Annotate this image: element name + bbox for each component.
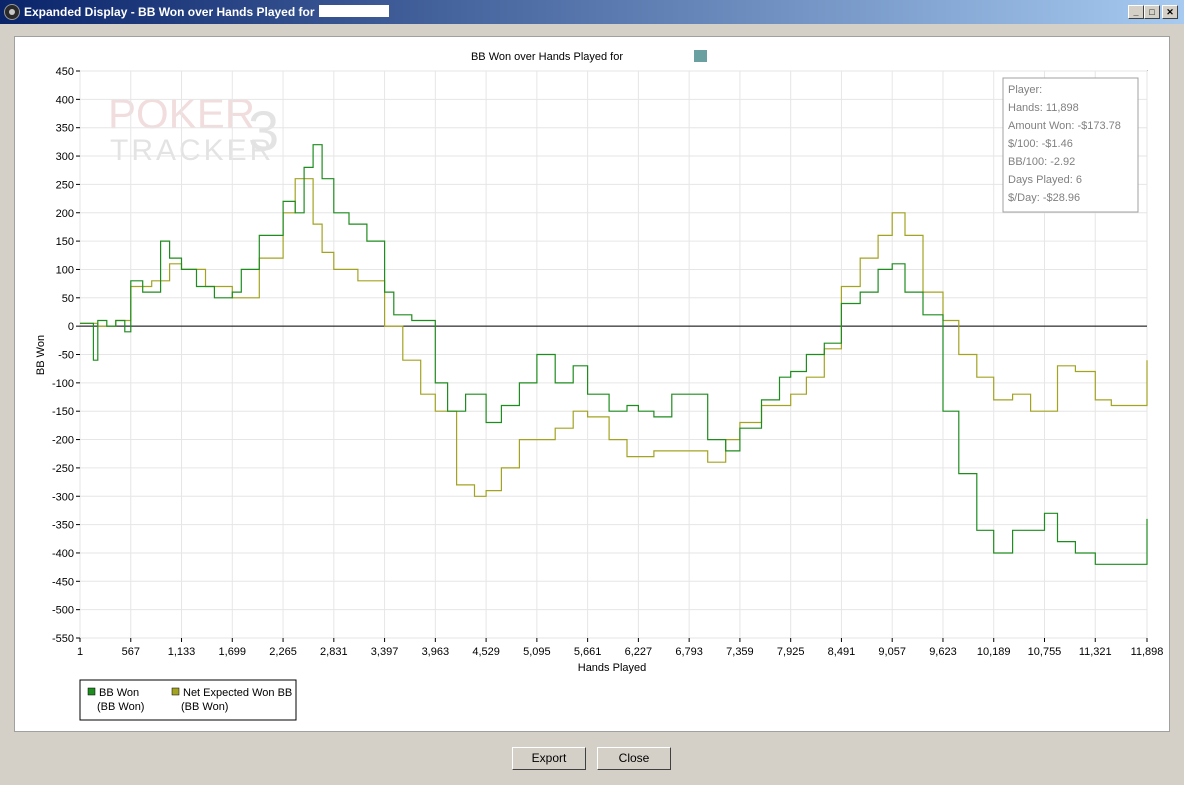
y-tick-label: 200 [56, 208, 74, 220]
chart-panel [14, 36, 1170, 732]
y-tick-label: -300 [52, 491, 74, 503]
y-tick-label: 0 [68, 321, 74, 333]
x-tick-label: 1,133 [168, 646, 196, 658]
close-button[interactable]: Close [597, 747, 671, 770]
grid [79, 70, 1148, 639]
minimize-button[interactable]: _ [1128, 5, 1144, 19]
stats-box: Player: Hands: 11,898 Amount Won: -$173.… [1002, 77, 1139, 213]
y-tick-label: -100 [52, 378, 74, 390]
x-axis-label: Hands Played [578, 662, 647, 674]
y-tick-label: 450 [56, 66, 74, 78]
title-bar: Expanded Display - BB Won over Hands Pla… [0, 0, 1184, 24]
y-axis-ticks: 450 400 350 300 250 200 150 100 50 0 -50 -100 -150 -2… [52, 66, 80, 645]
legend-sub-bb-won: (BB Won) [97, 701, 144, 713]
stats-box-frame [1002, 77, 1139, 213]
x-tick-label: 8,491 [828, 646, 856, 658]
stats-days-played: Days Played: 6 [1008, 174, 1082, 186]
y-tick-label: -550 [52, 633, 74, 645]
x-tick-label: 1,699 [219, 646, 247, 658]
legend: BB Won (BB Won) Net Expected Won BB (BB … [79, 679, 297, 721]
x-axis-ticks: 1 567 1,133 1,699 2,265 2,831 3,397 3,963 4,529 5… [77, 638, 1163, 658]
x-tick-label: 9,623 [929, 646, 957, 658]
y-tick-label: -200 [52, 435, 74, 447]
chart-title: BB Won over Hands Played for [471, 51, 623, 63]
series-line-bb-won [80, 144, 1148, 565]
legend-swatch-net-expected [171, 687, 180, 696]
watermark-tracker-text: TRACKER [110, 134, 274, 167]
series-lines [80, 144, 1148, 565]
x-tick-label: 5,661 [574, 646, 602, 658]
stats-hands: Hands: 11,898 [1008, 102, 1079, 114]
stats-player: Player: [1008, 84, 1042, 96]
y-axis-label: BB Won [35, 335, 47, 375]
watermark: POKER 3 TRACKER [108, 90, 279, 167]
x-tick-label: 9,057 [878, 646, 906, 658]
y-tick-label: -50 [58, 350, 74, 362]
y-tick-label: -400 [52, 548, 74, 560]
legend-swatch-bb-won [87, 687, 96, 696]
legend-sub-net-expected: (BB Won) [181, 701, 228, 713]
y-tick-label: 150 [56, 236, 74, 248]
x-tick-label: 3,963 [422, 646, 450, 658]
x-tick-label: 5,095 [523, 646, 551, 658]
x-tick-label: 6,793 [675, 646, 703, 658]
stats-amount-won: Amount Won: -$173.78 [1008, 120, 1121, 132]
x-tick-label: 567 [122, 646, 140, 658]
export-button[interactable]: Export [512, 747, 586, 770]
y-tick-label: -250 [52, 463, 74, 475]
legend-label-bb-won: BB Won [99, 687, 139, 699]
x-tick-label: 6,227 [625, 646, 653, 658]
x-tick-label: 11,898 [1131, 646, 1164, 658]
x-tick-label: 11,321 [1079, 646, 1112, 658]
series-line-net-expected-won-bb [80, 178, 1148, 497]
redacted-name [318, 5, 389, 17]
maximize-button[interactable]: □ [1144, 5, 1160, 19]
x-tick-label: 4,529 [472, 646, 500, 658]
x-tick-label: 10,755 [1028, 646, 1062, 658]
y-tick-label: 250 [56, 179, 74, 191]
x-tick-label: 2,831 [320, 646, 348, 658]
watermark-digit: 3 [248, 99, 279, 162]
close-window-button[interactable]: ✕ [1162, 5, 1178, 19]
legend-label-net-expected: Net Expected Won BB [183, 687, 292, 699]
y-tick-label: 400 [56, 94, 74, 106]
x-tick-label: 1 [77, 646, 83, 658]
x-tick-label: 3,397 [371, 646, 399, 658]
y-tick-label: -350 [52, 520, 74, 532]
window-title: Expanded Display - BB Won over Hands Pla… [24, 5, 389, 19]
y-tick-label: 300 [56, 151, 74, 163]
x-tick-label: 10,189 [977, 646, 1011, 658]
x-tick-label: 2,265 [269, 646, 297, 658]
y-tick-label: 100 [56, 264, 74, 276]
y-tick-label: -150 [52, 406, 74, 418]
chart-title-image-icon [694, 50, 707, 62]
stats-bb-per-100: BB/100: -2.92 [1008, 156, 1075, 168]
stats-dollars-per-100: $/100: -$1.46 [1008, 138, 1073, 150]
y-tick-label: -450 [52, 576, 74, 588]
stats-dollars-per-day: $/Day: -$28.96 [1008, 192, 1080, 204]
legend-frame [79, 679, 297, 721]
x-tick-label: 7,925 [777, 646, 805, 658]
y-tick-label: 350 [56, 123, 74, 135]
x-tick-label: 7,359 [726, 646, 754, 658]
app-icon [4, 4, 20, 20]
y-tick-label: 50 [62, 293, 74, 305]
y-tick-label: -500 [52, 605, 74, 617]
